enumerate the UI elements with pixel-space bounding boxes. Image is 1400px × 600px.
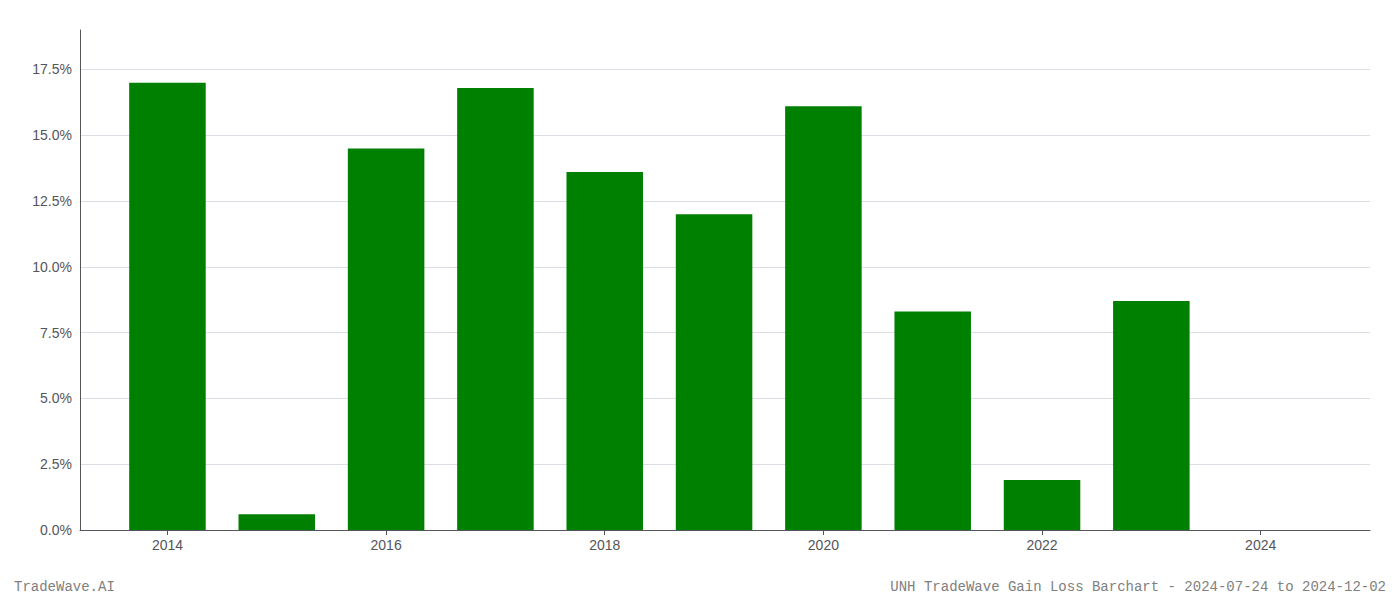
svg-text:2014: 2014 [152,537,183,553]
svg-text:7.5%: 7.5% [40,325,72,341]
svg-text:TradeWave.AI: TradeWave.AI [14,579,115,595]
svg-text:UNH TradeWave Gain Loss Barcha: UNH TradeWave Gain Loss Barchart - 2024-… [890,579,1386,595]
svg-text:2.5%: 2.5% [40,456,72,472]
svg-text:2018: 2018 [589,537,620,553]
svg-text:10.0%: 10.0% [32,259,72,275]
svg-text:2022: 2022 [1026,537,1057,553]
svg-text:2024: 2024 [1245,537,1276,553]
svg-text:17.5%: 17.5% [32,61,72,77]
svg-text:12.5%: 12.5% [32,193,72,209]
svg-text:2016: 2016 [371,537,402,553]
svg-text:2020: 2020 [808,537,839,553]
svg-text:5.0%: 5.0% [40,390,72,406]
svg-text:15.0%: 15.0% [32,127,72,143]
svg-text:0.0%: 0.0% [40,522,72,538]
